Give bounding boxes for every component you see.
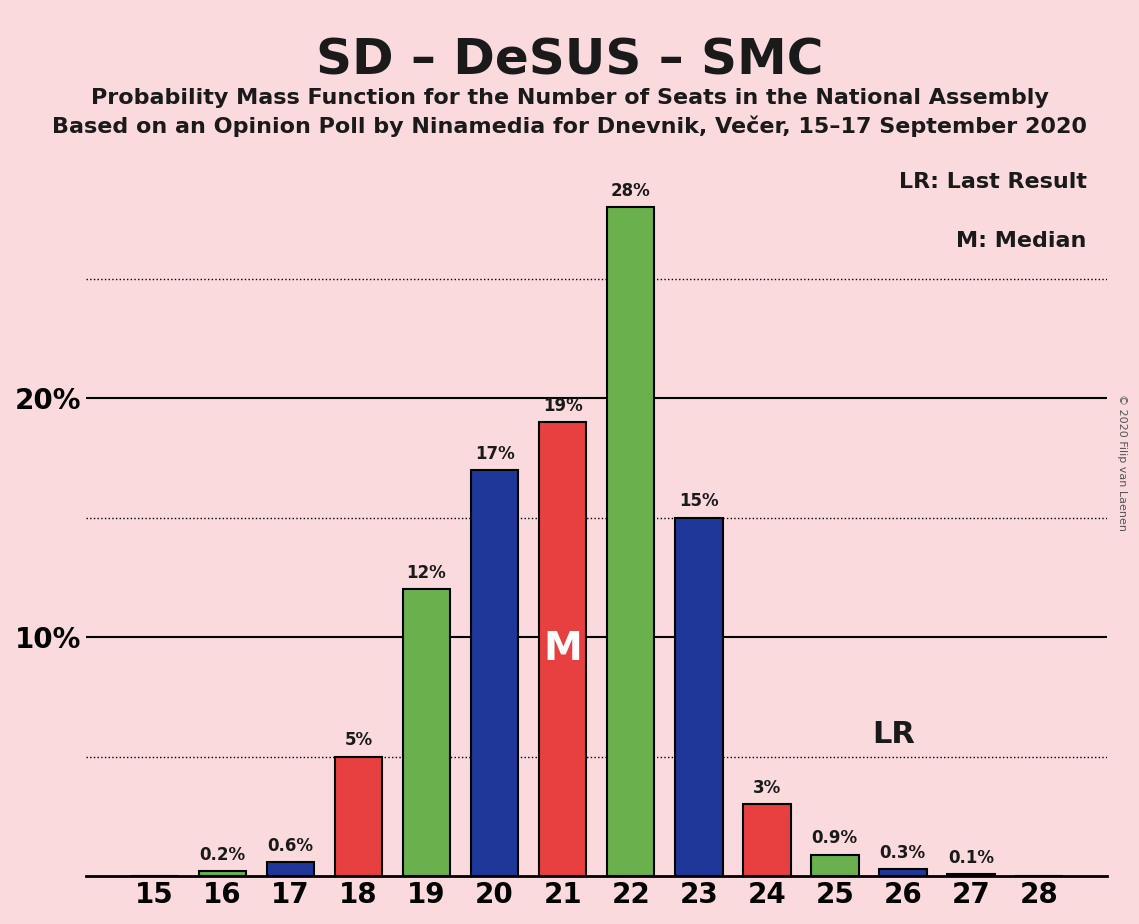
Bar [335, 757, 383, 876]
Bar [470, 469, 518, 876]
Text: 3%: 3% [753, 779, 781, 797]
Text: 12%: 12% [407, 565, 446, 582]
Text: Probability Mass Function for the Number of Seats in the National Assembly: Probability Mass Function for the Number… [91, 88, 1048, 108]
Text: SD – DeSUS – SMC: SD – DeSUS – SMC [316, 37, 823, 85]
Text: © 2020 Filip van Laenen: © 2020 Filip van Laenen [1117, 394, 1126, 530]
Bar [675, 517, 722, 876]
Text: M: Median: M: Median [956, 231, 1087, 251]
Bar [879, 869, 927, 876]
Text: M: M [543, 630, 582, 668]
Bar [198, 871, 246, 876]
Bar [267, 862, 314, 876]
Bar [607, 207, 655, 876]
Text: 17%: 17% [475, 444, 515, 463]
Bar [947, 874, 994, 876]
Text: LR: LR [872, 721, 915, 749]
Text: 28%: 28% [611, 182, 650, 200]
Bar [811, 855, 859, 876]
Bar [743, 805, 790, 876]
Text: 0.6%: 0.6% [268, 836, 313, 855]
Text: LR: Last Result: LR: Last Result [899, 172, 1087, 192]
Text: 0.3%: 0.3% [879, 844, 926, 862]
Text: 0.2%: 0.2% [199, 846, 246, 864]
Bar [539, 422, 587, 876]
Text: 0.9%: 0.9% [812, 830, 858, 847]
Bar [403, 590, 450, 876]
Text: 19%: 19% [543, 396, 582, 415]
Text: Based on an Opinion Poll by Ninamedia for Dnevnik, Večer, 15–17 September 2020: Based on an Opinion Poll by Ninamedia fo… [52, 116, 1087, 137]
Text: 0.1%: 0.1% [948, 848, 994, 867]
Text: 15%: 15% [679, 492, 719, 510]
Text: 5%: 5% [344, 732, 372, 749]
